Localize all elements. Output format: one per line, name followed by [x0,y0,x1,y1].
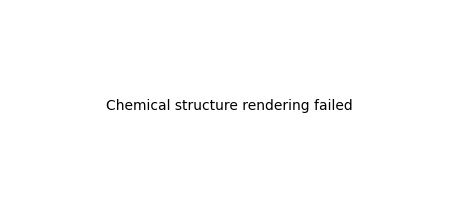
Text: Chemical structure rendering failed: Chemical structure rendering failed [106,99,352,113]
